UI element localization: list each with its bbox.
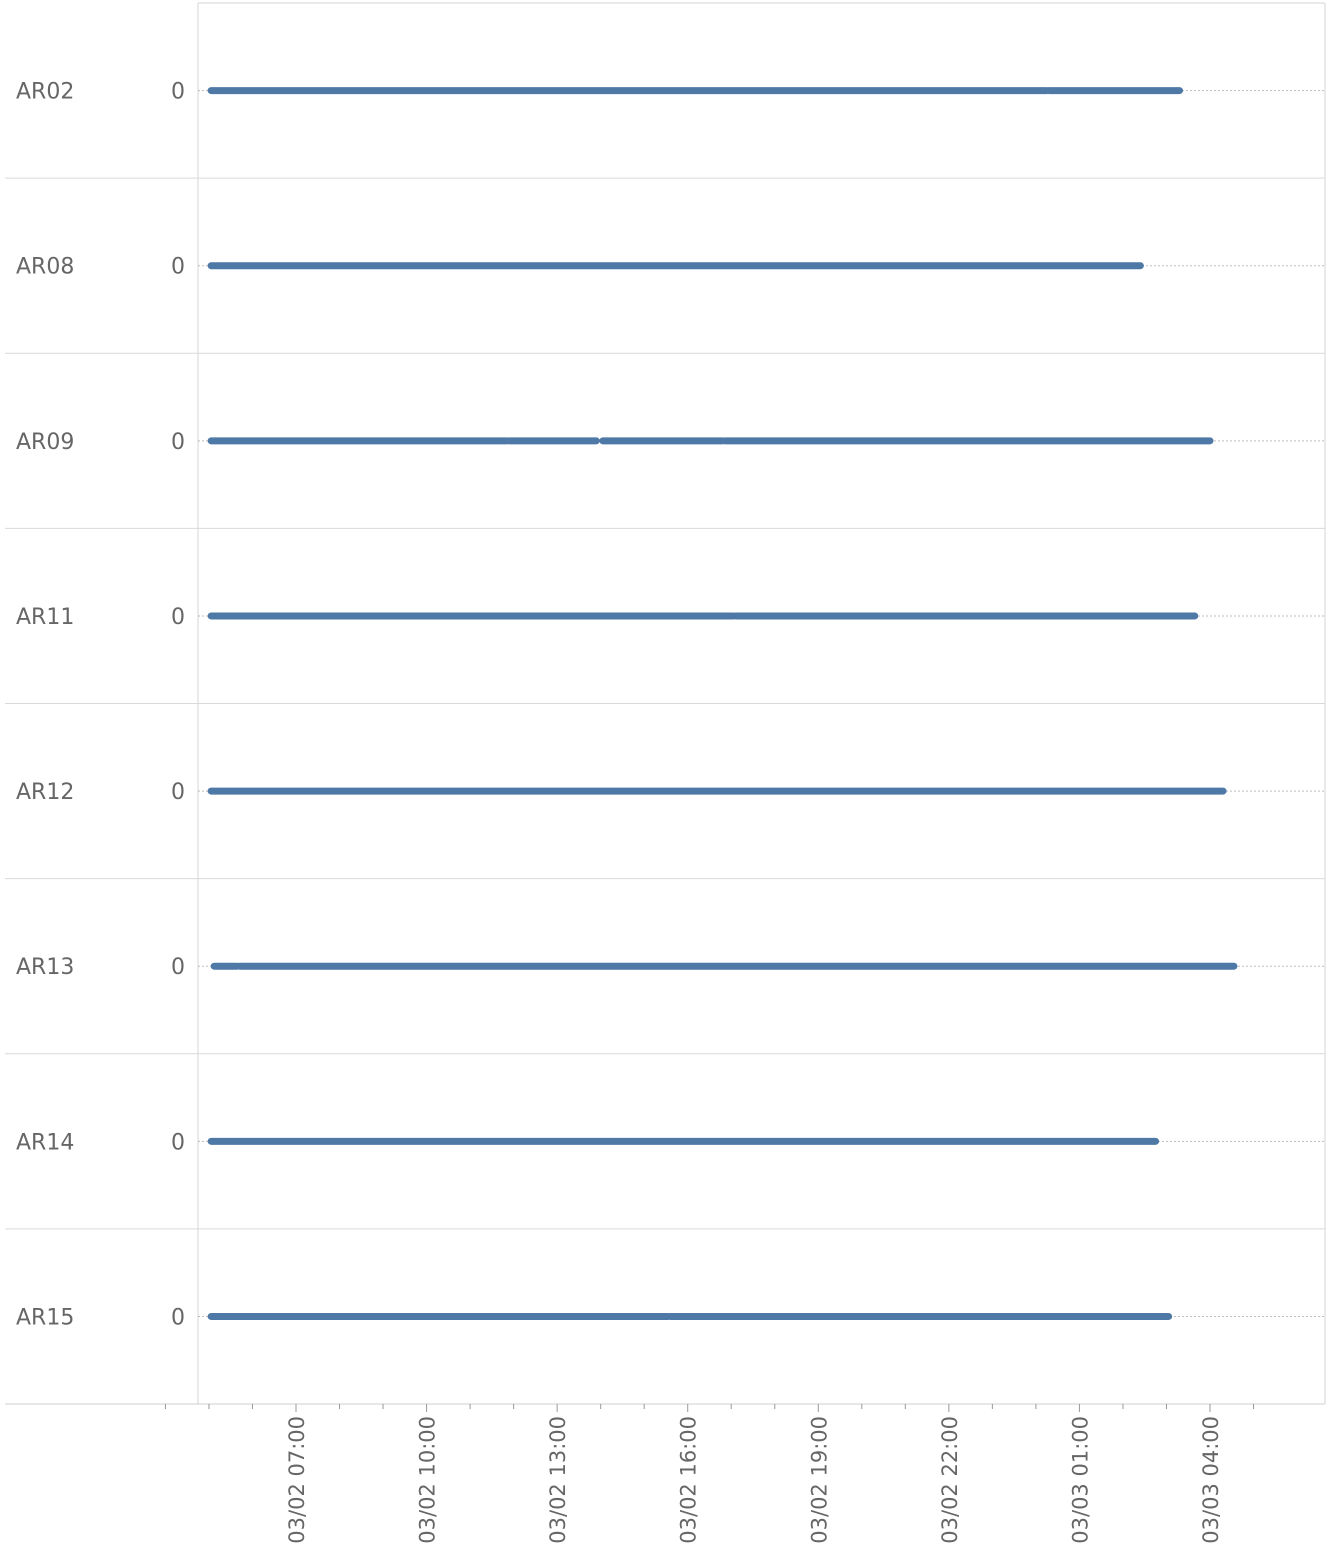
row-label-ar02: AR02 <box>16 80 74 105</box>
y-tick-label-ar13: 0 <box>171 955 185 980</box>
y-tick-label-ar11: 0 <box>171 605 185 630</box>
y-tick-label-ar15: 0 <box>171 1305 185 1330</box>
x-tick-label-28: 03/03 04:00 <box>1199 1416 1223 1544</box>
x-tick-label-16: 03/02 16:00 <box>677 1416 701 1544</box>
row-label-ar12: AR12 <box>16 780 74 805</box>
x-tick-label-25: 03/03 01:00 <box>1068 1416 1092 1544</box>
y-tick-label-ar02: 0 <box>171 80 185 105</box>
row-label-ar14: AR14 <box>16 1130 74 1155</box>
y-tick-label-ar14: 0 <box>171 1130 185 1155</box>
row-label-ar13: AR13 <box>16 955 74 980</box>
row-label-ar08: AR08 <box>16 255 74 280</box>
x-tick-label-22: 03/02 22:00 <box>938 1416 962 1544</box>
y-tick-label-ar09: 0 <box>171 430 185 455</box>
y-tick-label-ar08: 0 <box>171 255 185 280</box>
x-tick-label-10: 03/02 10:00 <box>416 1416 440 1544</box>
row-label-ar11: AR11 <box>16 605 74 630</box>
row-label-ar09: AR09 <box>16 430 74 455</box>
x-tick-label-19: 03/02 19:00 <box>807 1416 831 1544</box>
x-tick-label-13: 03/02 13:00 <box>546 1416 570 1544</box>
row-label-ar15: AR15 <box>16 1305 74 1330</box>
y-tick-label-ar12: 0 <box>171 780 185 805</box>
x-tick-label-7: 03/02 07:00 <box>285 1416 309 1544</box>
